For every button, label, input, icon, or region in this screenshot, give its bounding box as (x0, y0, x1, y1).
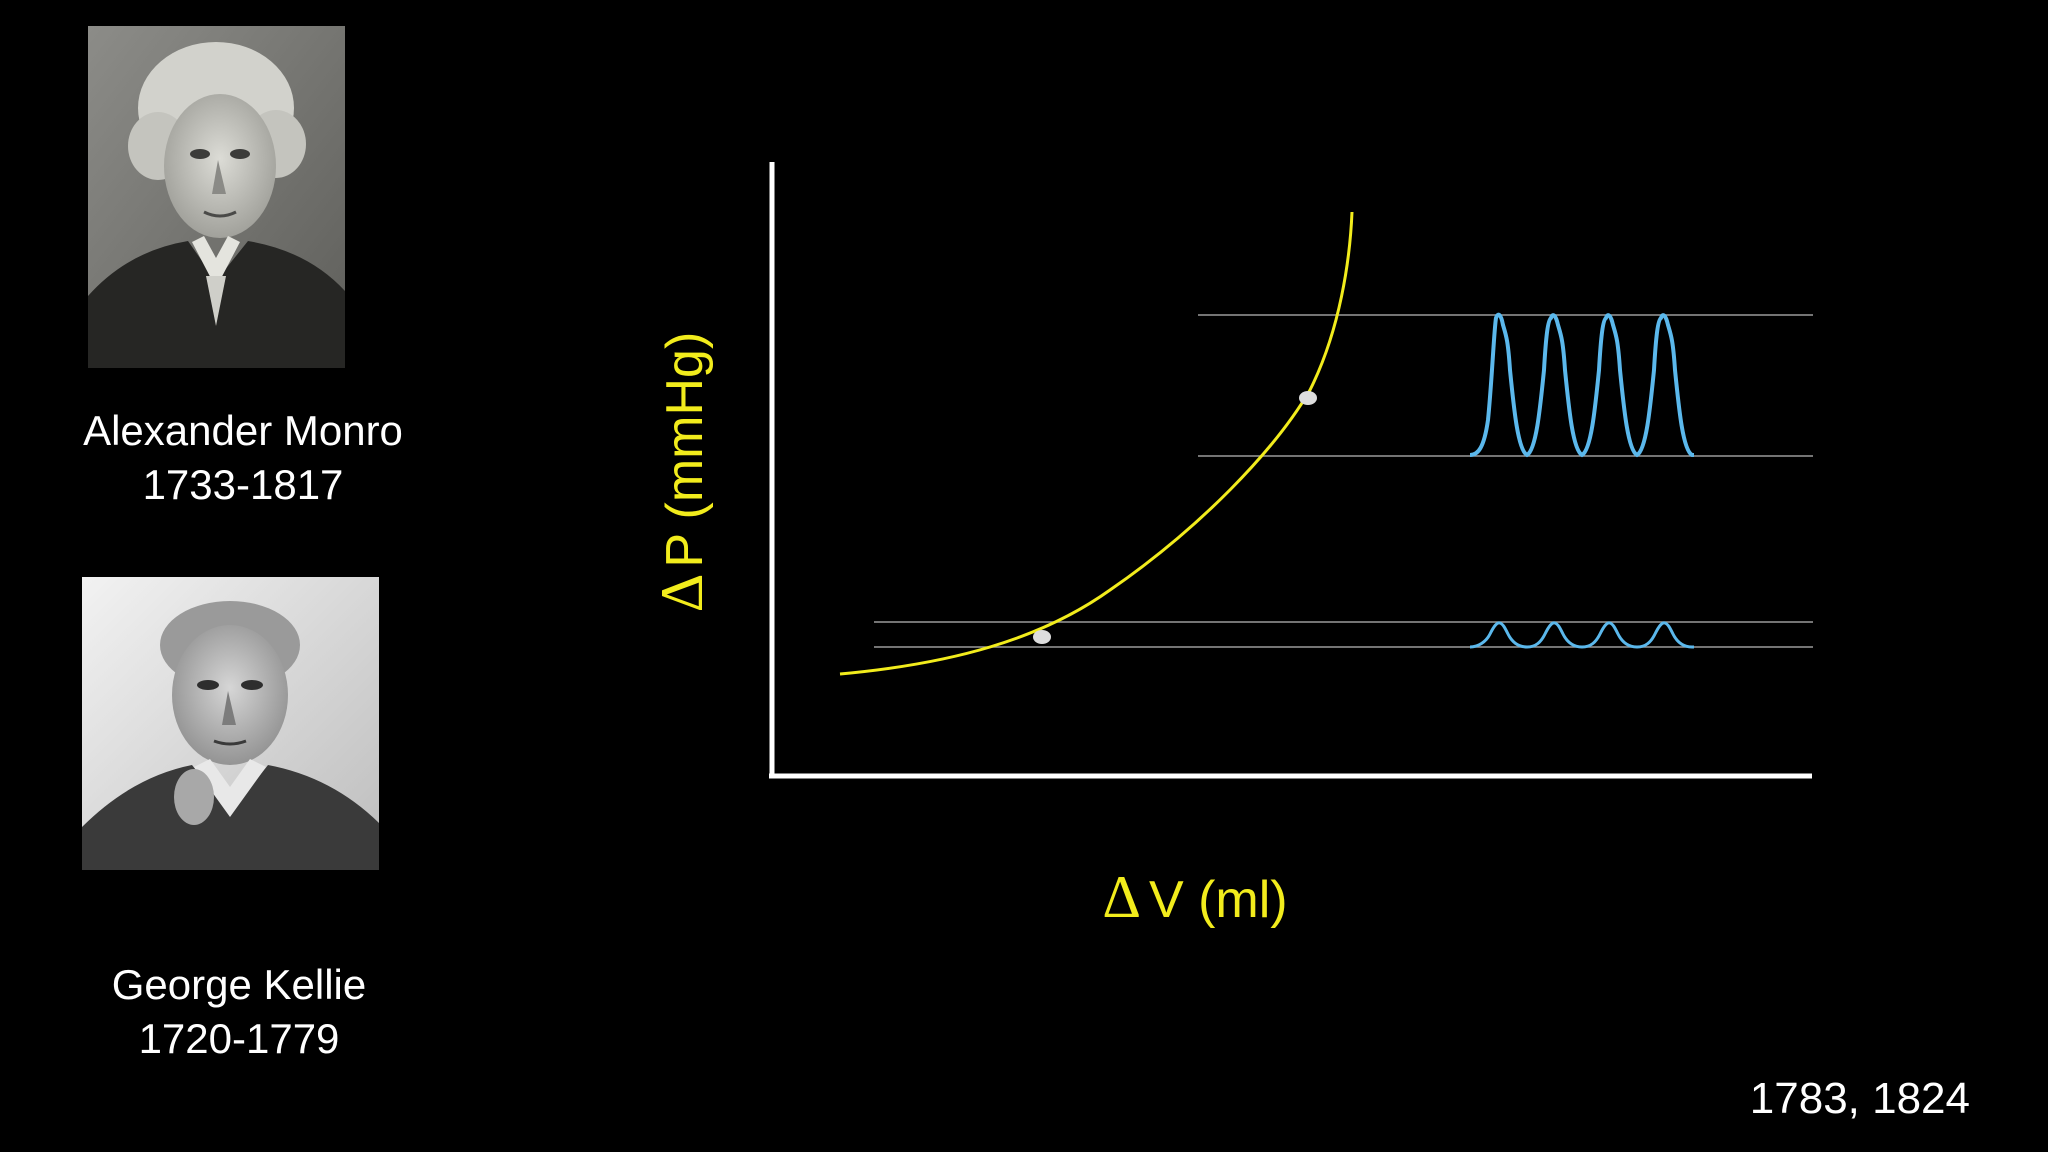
pressure-volume-curve (840, 212, 1352, 674)
y-axis-label: Δ P (mmHg) (649, 332, 715, 613)
x-axis-delta-symbol: Δ (1102, 864, 1141, 930)
footer-years: 1783, 1824 (1750, 1074, 1970, 1124)
pulse-waveform-high (1470, 315, 1694, 455)
y-axis-unit-text: P (mmHg) (656, 332, 714, 568)
pulse-waveform-low (1470, 623, 1694, 647)
x-axis-unit-text: V (ml) (1149, 871, 1288, 929)
y-axis-delta-symbol: Δ (649, 574, 715, 613)
curve-point-high (1299, 391, 1317, 405)
curve-point-low (1033, 630, 1051, 644)
